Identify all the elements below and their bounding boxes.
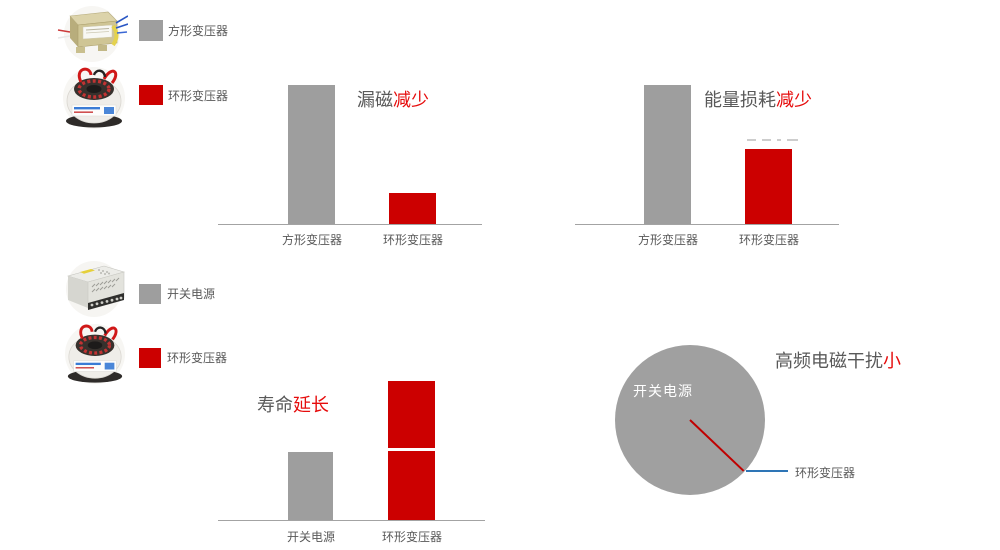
chart-title-plain: 能量损耗 (704, 90, 776, 110)
category-label: 环形变压器 (382, 233, 443, 247)
category-label: 方形变压器 (281, 233, 342, 247)
bar-toroidal-transformer (389, 193, 436, 224)
bar-square-transformer (644, 85, 691, 224)
chart-title-magnetic-leakage: 漏磁减少 (357, 89, 429, 111)
legend-swatch-square-transformer (139, 20, 163, 41)
legend-label-toroidal-transformer-bottom: 环形变压器 (167, 351, 228, 365)
chart-title-emi: 高频电磁干扰小 (775, 350, 901, 372)
pie-slice-label-psu: 开关电源 (633, 383, 693, 399)
chart-title-energy-loss: 能量损耗减少 (704, 89, 812, 111)
switching-power-supply-image (58, 260, 130, 318)
chart-title-plain: 漏磁 (357, 90, 393, 110)
bar-chart-lifespan: 寿命延长 开关电源 环形变压器 (218, 381, 485, 544)
ei-square-transformer-photo (57, 6, 129, 62)
legend-swatch-toroidal-transformer-bottom (139, 348, 161, 368)
chart-title-plain: 高频电磁干扰 (775, 351, 883, 371)
legend-label-toroidal-transformer: 环形变压器 (168, 89, 229, 103)
category-label: 方形变压器 (637, 233, 698, 247)
category-label: 环形变压器 (738, 233, 799, 247)
bar-chart-magnetic-leakage: 漏磁减少 方形变压器 环形变压器 (218, 85, 482, 247)
chart-title-highlight: 减少 (776, 90, 812, 110)
legend-swatch-switching-psu (139, 284, 161, 304)
chart-title-highlight: 小 (883, 351, 901, 371)
toroidal-transformer-image-top (60, 66, 128, 130)
toroidal-transformer-photo (63, 67, 125, 129)
toroidal-transformer-image-bottom (62, 323, 128, 385)
chart-title-highlight: 减少 (393, 90, 429, 110)
pie-callout-label-toroidal: 环形变压器 (795, 466, 856, 480)
chart-title-highlight: 延长 (293, 395, 329, 415)
category-label: 环形变压器 (381, 530, 442, 544)
legend-swatch-toroidal-transformer (139, 85, 163, 105)
callout-leader-line (746, 470, 788, 472)
chart-title-plain: 寿命 (257, 395, 293, 415)
bar-toroidal-transformer (745, 148, 792, 224)
bar-switching-psu (288, 451, 333, 520)
stacked-bar-divider (388, 447, 435, 451)
legend-label-switching-psu: 开关电源 (167, 287, 216, 301)
bar-toroidal-transformer (388, 381, 435, 520)
chart-title-lifespan: 寿命延长 (257, 394, 329, 416)
category-label: 开关电源 (286, 530, 335, 544)
erased-text-artifact (747, 139, 805, 141)
bar-square-transformer (288, 85, 335, 224)
square-transformer-image (56, 5, 129, 63)
bar-chart-energy-loss: 能量损耗减少 方形变压器 环形变压器 (575, 85, 839, 247)
toroidal-transformer-photo (64, 323, 126, 385)
legend-label-square-transformer: 方形变压器 (168, 24, 229, 38)
switching-power-supply-photo (66, 261, 126, 317)
